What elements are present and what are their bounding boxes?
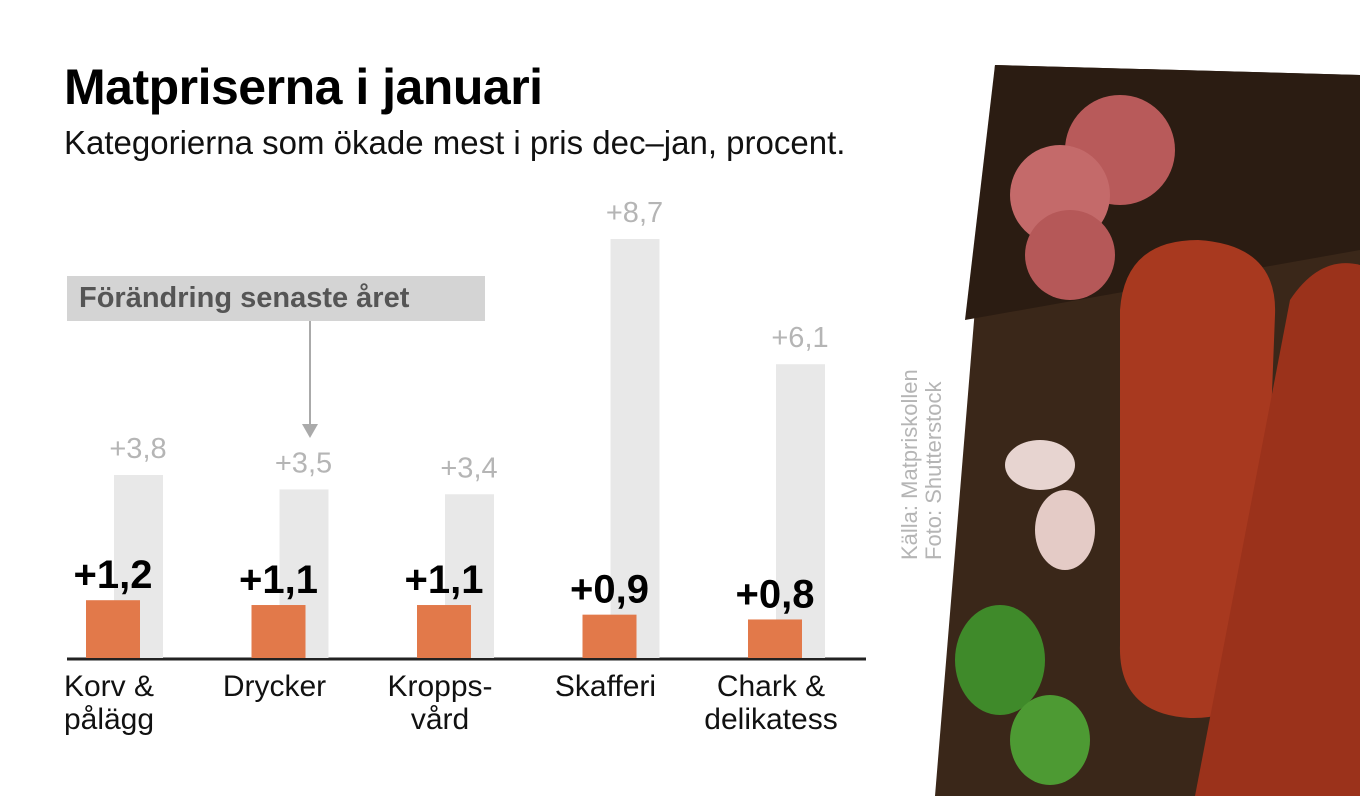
photo-credit: Foto: Shutterstock [921,381,946,560]
legend-label: Förändring senaste året [67,276,485,321]
category-label-2: Kropps-vård [387,670,492,736]
label-year-3: +8,7 [606,197,663,229]
category-label-1: Drycker [223,670,326,703]
bar-month-1 [251,605,306,658]
category-label-3: Skafferi [555,670,656,703]
bar-month-2 [417,605,471,658]
label-year-1: +3,5 [275,447,332,479]
bar-year-3 [610,239,660,658]
label-month-0: +1,2 [74,553,153,597]
label-year-4: +6,1 [771,322,828,354]
label-month-3: +0,9 [570,568,649,612]
category-label-4: Chark & delikatess [704,670,837,736]
label-year-2: +3,4 [440,452,497,484]
chart-title: Matpriserna i januari [64,59,543,115]
label-month-4: +0,8 [736,572,815,616]
credits: Källa: Matpriskollen Foto: Shutterstock [897,369,946,560]
category-label-0: Korv & pålägg [64,670,154,736]
label-year-0: +3,8 [109,433,166,465]
bar-month-4 [748,619,802,658]
bar-month-3 [582,614,637,658]
food-photo [935,65,1360,796]
label-month-1: +1,1 [239,558,318,602]
label-month-2: +1,1 [405,558,484,602]
source-credit: Källa: Matpriskollen [897,369,922,560]
chart-subtitle: Kategorierna som ökade mest i pris dec–j… [64,124,846,161]
bar-month-0 [86,600,140,658]
bar-year-4 [776,364,825,658]
legend-arrow-icon [302,424,318,438]
